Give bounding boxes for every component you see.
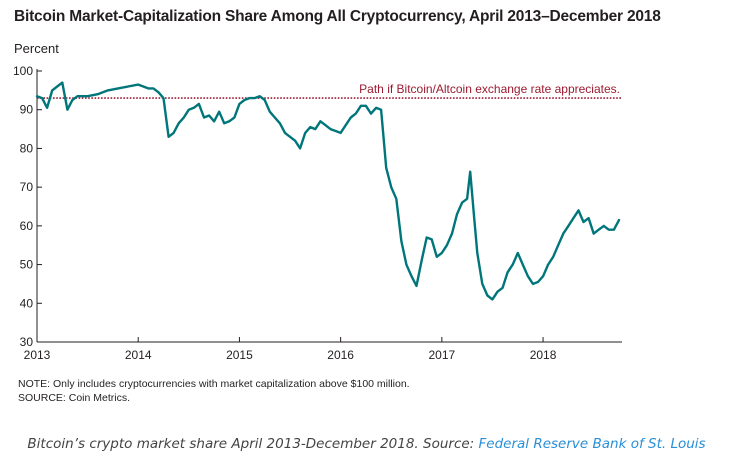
x-tick-label-2017: 2017 xyxy=(428,348,455,362)
y-axis-label: Percent xyxy=(14,41,59,56)
chart-title: Bitcoin Market-Capitalization Share Amon… xyxy=(14,8,661,25)
y-tick-label-80: 80 xyxy=(20,141,34,155)
image-caption: Bitcoin’s crypto market share April 2013… xyxy=(0,436,733,452)
x-tick-label-2015: 2015 xyxy=(226,348,253,362)
y-tick-label-40: 40 xyxy=(20,296,34,310)
x-tick-label-2018: 2018 xyxy=(530,348,557,362)
reference-line-label: Path if Bitcoin/Altcoin exchange rate ap… xyxy=(359,82,620,96)
chart-source: SOURCE: Coin Metrics. xyxy=(18,392,131,404)
series-line-0 xyxy=(35,81,621,301)
y-tick-label-50: 50 xyxy=(20,258,34,272)
y-tick-label-90: 90 xyxy=(20,103,34,117)
y-tick-label-100: 100 xyxy=(13,64,33,78)
y-tick-label-30: 30 xyxy=(20,335,34,349)
x-tick-label-2016: 2016 xyxy=(327,348,354,362)
x-tick-label-2014: 2014 xyxy=(125,348,152,362)
y-tick-label-70: 70 xyxy=(20,180,34,194)
x-tick-label-2013: 2013 xyxy=(24,348,51,362)
caption-text: Bitcoin’s crypto market share April 2013… xyxy=(27,436,475,452)
y-tick-label-60: 60 xyxy=(20,219,34,233)
chart-note: NOTE: Only includes cryptocurrencies wit… xyxy=(18,378,410,390)
caption-source-link[interactable]: Federal Reserve Bank of St. Louis xyxy=(478,436,706,452)
